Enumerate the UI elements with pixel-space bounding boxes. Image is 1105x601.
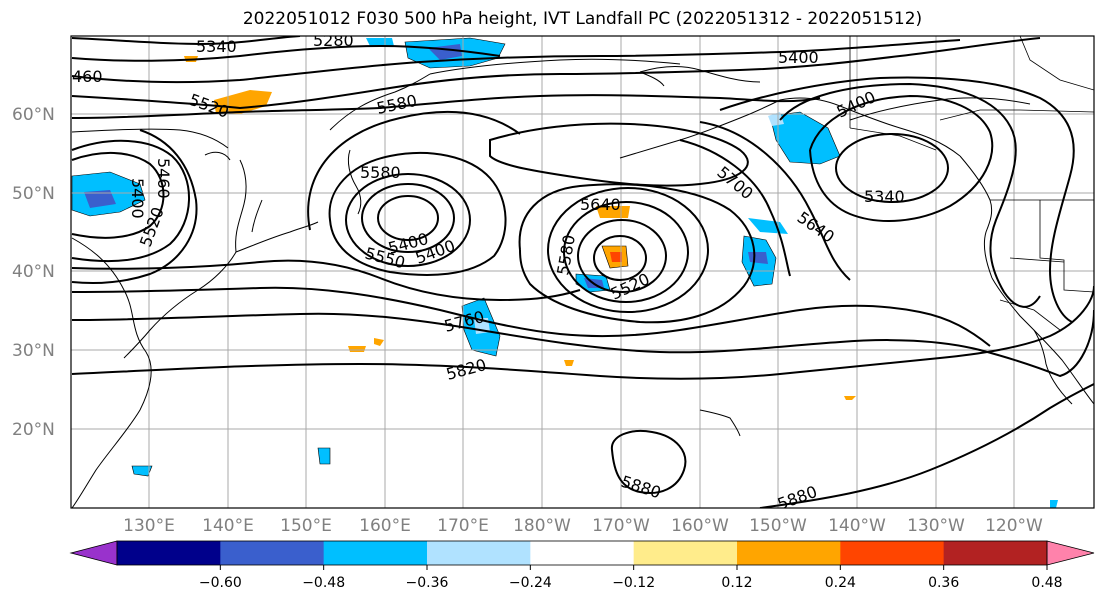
lat-label: 60°N: [12, 105, 55, 125]
lon-label: 150°W: [749, 516, 807, 536]
lon-label: 170°W: [592, 516, 650, 536]
height-contours: [71, 36, 1094, 508]
contour-label: 5280: [313, 31, 354, 50]
lon-label: 130°E: [123, 516, 175, 536]
contour-label: 5640: [580, 195, 621, 214]
longitude-labels: 130°E 140°E 150°E 160°E 170°E 180°W 170°…: [123, 516, 1043, 536]
colorbar-cell: [323, 541, 428, 565]
lat-label: 50°N: [12, 184, 55, 204]
lat-label: 30°N: [12, 341, 55, 361]
colorbar-cell: [633, 541, 738, 565]
colorbar-tick-label: 0.12: [721, 575, 752, 591]
colorbar: −0.60 −0.48 −0.36 −0.24 −0.12 0.12 0.24 0.36 0.4…: [69, 540, 1095, 591]
lon-label: 140°E: [202, 516, 254, 536]
colorbar-tick-label: 0.24: [825, 575, 856, 591]
colorbar-cell: [427, 541, 531, 565]
colorbar-extend-low: [69, 540, 118, 566]
colorbar-tick-label: 0.36: [928, 575, 959, 591]
lon-label: 160°E: [359, 516, 411, 536]
colorbar-extend-high: [1046, 540, 1095, 566]
contour-label: 5400: [128, 178, 147, 219]
lat-label: 40°N: [12, 262, 55, 282]
political-borders: [849, 36, 1094, 331]
colorbar-tick-label: −0.36: [406, 575, 449, 591]
lon-label: 130°W: [907, 516, 965, 536]
lon-label: 150°E: [280, 516, 332, 536]
contour-label: 460: [72, 67, 103, 86]
colorbar-tick-label: −0.60: [199, 575, 242, 591]
colorbar-tick-label: −0.12: [612, 575, 655, 591]
lon-label: 120°W: [985, 516, 1043, 536]
graticule: [71, 36, 1094, 508]
colorbar-tick-label: −0.24: [509, 575, 552, 591]
colorbar-tick-label: 0.48: [1031, 575, 1062, 591]
colorbar-cell: [220, 541, 325, 565]
colorbar-cell: [943, 541, 1048, 565]
contour-label: 5460: [154, 158, 173, 199]
latitude-labels: 60°N 50°N 40°N 30°N 20°N: [12, 105, 55, 440]
lon-label: 160°W: [671, 516, 729, 536]
ivt-shading: [71, 37, 1058, 508]
colorbar-cell: [117, 541, 221, 565]
contour-label: 5340: [864, 187, 905, 206]
colorbar-cell: [530, 541, 635, 565]
colorbar-tick-label: −0.48: [302, 575, 345, 591]
lat-label: 20°N: [12, 420, 55, 440]
map-frame: [70, 35, 1095, 509]
colorbar-frame: [116, 540, 1048, 566]
lon-label: 140°W: [828, 516, 886, 536]
colorbar-cell: [840, 541, 945, 565]
lon-label: 180°W: [513, 516, 571, 536]
contour-label: 5340: [196, 37, 237, 56]
colorbar-cell: [737, 541, 841, 565]
lon-label: 170°E: [437, 516, 489, 536]
contour-label: 5400: [778, 48, 819, 67]
map-title: 2022051012 F030 500 hPa height, IVT Land…: [242, 9, 923, 29]
contour-label: 5580: [360, 163, 401, 182]
